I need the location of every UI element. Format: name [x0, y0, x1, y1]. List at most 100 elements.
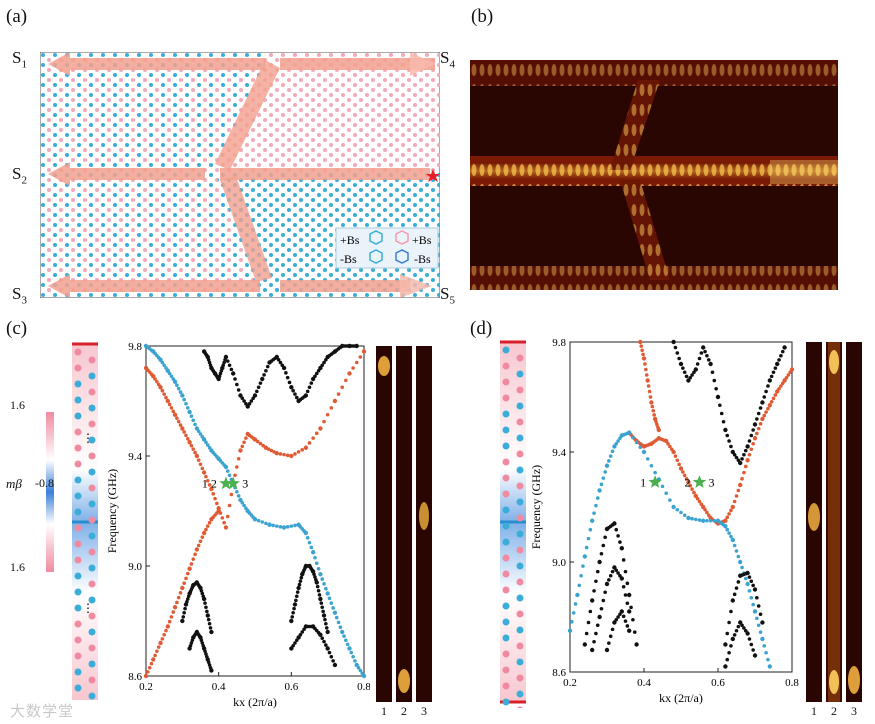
data-point-edge-red	[204, 474, 208, 479]
data-point-bulk	[773, 366, 778, 370]
data-point-edge-blue	[358, 668, 363, 673]
y-axis-label: Frequency (GHz)	[105, 469, 119, 553]
data-point-edge-blue	[175, 383, 179, 387]
mode-marker-label: 3	[242, 477, 248, 491]
data-point-bulk	[260, 376, 265, 382]
data-point-bulk	[756, 411, 761, 416]
data-point-edge-red-top	[641, 352, 645, 357]
data-point-bulk	[601, 598, 606, 603]
data-point-edge-red	[300, 448, 305, 452]
data-point-bulk	[206, 357, 211, 362]
data-point-edge-blue	[205, 443, 210, 447]
data-point-edge-red	[675, 458, 680, 463]
lattice-site	[88, 484, 96, 492]
lattice-site	[74, 572, 82, 580]
lattice-site	[516, 450, 524, 458]
data-point-bulk	[291, 643, 295, 648]
data-point-bulk	[323, 617, 327, 622]
data-point-bulk	[618, 540, 622, 544]
data-point-edge-blue	[608, 454, 613, 458]
data-point-edge-red-lower	[205, 524, 210, 528]
data-point-bulk	[227, 363, 232, 368]
data-point-edge-blue	[599, 482, 604, 487]
data-point-edge-blue	[749, 595, 754, 600]
y-tick-label: 9.4	[128, 451, 142, 463]
data-point-edge-blue	[305, 536, 310, 540]
lattice-site	[502, 426, 510, 434]
data-point-edge-red	[167, 402, 172, 407]
data-point-bulk	[629, 605, 633, 610]
data-point-edge-red	[738, 482, 743, 488]
data-point-edge-red	[240, 444, 245, 449]
data-point-edge-blue	[638, 445, 643, 449]
x-tick-label: 0.6	[284, 681, 298, 693]
mode-profiles-d	[806, 342, 862, 702]
data-point-bulk	[599, 551, 604, 556]
data-point-edge-blue	[603, 470, 607, 474]
data-point-bulk	[592, 589, 596, 593]
data-point-edge-blue	[675, 507, 680, 512]
data-point-bulk	[217, 374, 222, 379]
data-point-bulk	[745, 444, 750, 449]
data-point-bulk	[320, 636, 325, 640]
lattice-site	[502, 698, 510, 706]
data-point-edge-blue	[730, 537, 735, 543]
data-point-edge-red	[740, 477, 744, 481]
data-point-edge-blue	[732, 543, 737, 548]
data-point-edge-blue	[353, 659, 357, 663]
data-point-bulk	[209, 629, 214, 635]
data-point-edge-red-lower	[165, 624, 170, 629]
data-point-bulk	[590, 598, 595, 603]
data-point-edge-red	[673, 454, 678, 458]
data-point-edge-red	[274, 451, 279, 456]
data-point-edge-red	[269, 448, 274, 453]
data-point-edge-red-lower	[207, 520, 212, 525]
watermark: 大数学堂	[10, 703, 75, 720]
data-point-bulk	[307, 385, 312, 390]
data-point-edge-red-lower	[194, 547, 200, 552]
data-point-bulk	[729, 644, 733, 648]
data-point-bulk	[324, 621, 328, 626]
data-point-edge-blue	[169, 374, 174, 379]
lattice-site	[502, 682, 510, 690]
data-point-bulk	[730, 636, 735, 642]
data-point-edge-red	[164, 395, 168, 400]
lattice-site	[88, 628, 96, 636]
data-point-bulk	[712, 378, 717, 383]
data-point-edge-blue	[184, 401, 188, 406]
data-point-edge-blue	[285, 525, 290, 529]
mode-marker-label: 3	[709, 475, 715, 489]
lattice-site	[88, 612, 96, 620]
lattice-site	[502, 506, 510, 514]
lattice-site	[74, 444, 82, 452]
data-point-edge-blue	[686, 515, 691, 521]
data-point-bulk	[291, 610, 295, 615]
data-point-edge-blue	[180, 393, 185, 398]
lattice-site	[88, 580, 96, 588]
panel-d-label: (d)	[470, 318, 493, 339]
data-point-bulk	[309, 381, 314, 385]
data-point-edge-blue	[594, 503, 598, 508]
data-point-edge-red-lower	[167, 619, 172, 624]
lattice-site	[516, 578, 524, 586]
x-tick-label: 0.2	[563, 677, 577, 689]
data-point-bulk	[730, 598, 735, 603]
data-point-bulk	[706, 358, 711, 362]
data-point-bulk	[745, 570, 750, 576]
x-axis-label: kx (2π/a)	[233, 695, 277, 709]
data-point-bulk	[320, 363, 325, 368]
lattice-site	[516, 674, 524, 682]
data-point-bulk	[723, 664, 728, 669]
lattice-site	[502, 346, 510, 354]
lattice-site	[74, 412, 82, 420]
lattice-site	[74, 428, 82, 436]
data-point-bulk	[714, 386, 718, 391]
lattice-site	[502, 538, 510, 546]
data-point-bulk	[769, 374, 774, 379]
data-point-edge-red-top	[640, 348, 644, 353]
lattice-site	[516, 434, 524, 442]
data-point-edge-red	[745, 458, 750, 463]
data-point-bulk	[262, 373, 266, 377]
data-point-edge-red	[155, 379, 159, 384]
lattice-site	[502, 586, 510, 594]
